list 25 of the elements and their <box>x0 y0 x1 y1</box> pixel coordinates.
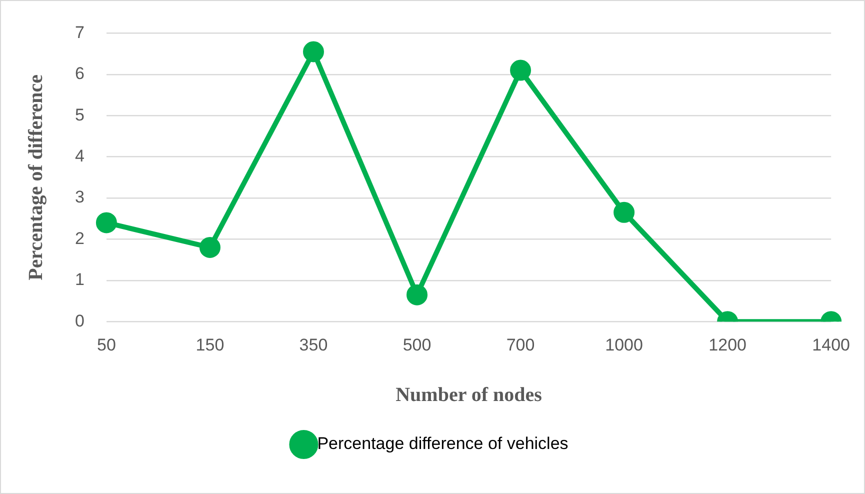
y-tick-label: 2 <box>74 228 84 248</box>
x-tick-label: 1200 <box>708 335 746 354</box>
y-axis-title: Percentage of difference <box>25 74 48 280</box>
y-tick-label: 0 <box>74 311 84 330</box>
x-tick-label: 700 <box>506 335 535 354</box>
x-tick-label: 350 <box>299 335 328 354</box>
legend-label: Percentage difference of vehicles <box>317 434 568 454</box>
y-tick-label: 7 <box>74 22 84 42</box>
y-tick-label: 4 <box>74 146 84 166</box>
y-tick-label: 1 <box>74 270 84 290</box>
point <box>96 212 117 234</box>
x-tick-label: 1400 <box>812 335 850 354</box>
point <box>614 202 635 223</box>
y-tick-label: 3 <box>74 188 84 207</box>
y-tick-label: 5 <box>74 105 84 124</box>
y-tick-label: 6 <box>74 64 84 84</box>
point <box>406 284 428 306</box>
x-tick-label: 500 <box>402 335 432 354</box>
x-axis-title: Number of nodes <box>396 384 542 406</box>
x-tick-label: 1000 <box>605 335 643 354</box>
x-tick-label: 50 <box>96 335 116 354</box>
x-tick-label: 150 <box>196 335 224 354</box>
point <box>199 236 220 258</box>
point <box>302 41 324 62</box>
point <box>510 60 532 81</box>
